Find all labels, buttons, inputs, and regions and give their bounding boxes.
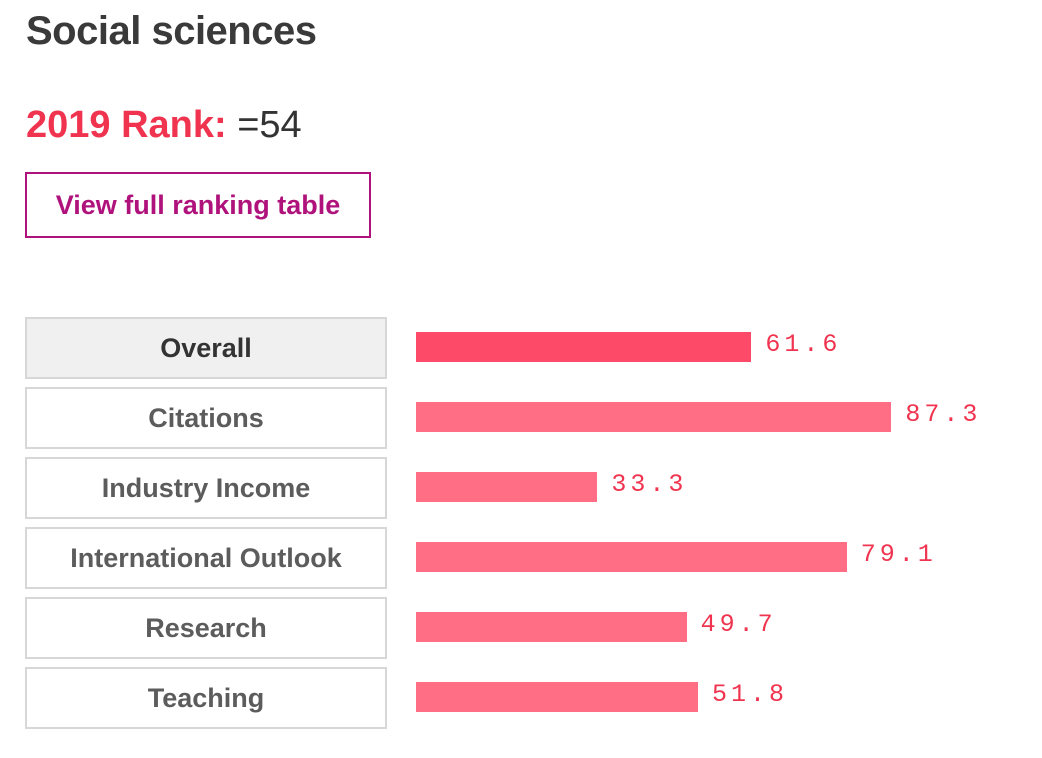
bar-research xyxy=(416,612,687,642)
metric-row-industry-income: Industry Income 33.3 xyxy=(25,457,1025,519)
metric-tab-citations[interactable]: Citations xyxy=(25,387,387,449)
metric-row-overall: Overall 61.6 xyxy=(25,317,1025,379)
bar-teaching xyxy=(416,682,699,712)
bar-value-industry-income: 33.3 xyxy=(611,470,688,499)
metric-row-research: Research 49.7 xyxy=(25,597,1025,659)
metric-tab-industry-income[interactable]: Industry Income xyxy=(25,457,387,519)
rank-label: 2019 Rank: xyxy=(26,104,227,146)
metric-row-international-outlook: International Outlook 79.1 xyxy=(25,527,1025,589)
bar-international-outlook xyxy=(416,542,847,572)
metric-row-citations: Citations 87.3 xyxy=(25,387,1025,449)
metric-tab-international-outlook[interactable]: International Outlook xyxy=(25,527,387,589)
bar-citations xyxy=(416,402,892,432)
metric-tab-teaching[interactable]: Teaching xyxy=(25,667,387,729)
bar-value-international-outlook: 79.1 xyxy=(860,540,937,569)
bar-value-research: 49.7 xyxy=(700,610,777,639)
rank-value: =54 xyxy=(237,104,302,146)
metrics-chart: Overall 61.6 Citations 87.3 Industry Income 3… xyxy=(25,317,1025,737)
metric-tab-overall[interactable]: Overall xyxy=(25,317,387,379)
bar-industry-income xyxy=(416,472,598,502)
bar-value-teaching: 51.8 xyxy=(712,680,789,709)
page-title: Social sciences xyxy=(26,9,317,53)
rank-line: 2019 Rank: =54 xyxy=(26,100,302,150)
view-full-ranking-button[interactable]: View full ranking table xyxy=(25,172,371,238)
metric-row-teaching: Teaching 51.8 xyxy=(25,667,1025,729)
bar-value-overall: 61.6 xyxy=(765,330,842,359)
bar-value-citations: 87.3 xyxy=(905,400,982,429)
metric-tab-research[interactable]: Research xyxy=(25,597,387,659)
bar-overall xyxy=(416,332,752,362)
